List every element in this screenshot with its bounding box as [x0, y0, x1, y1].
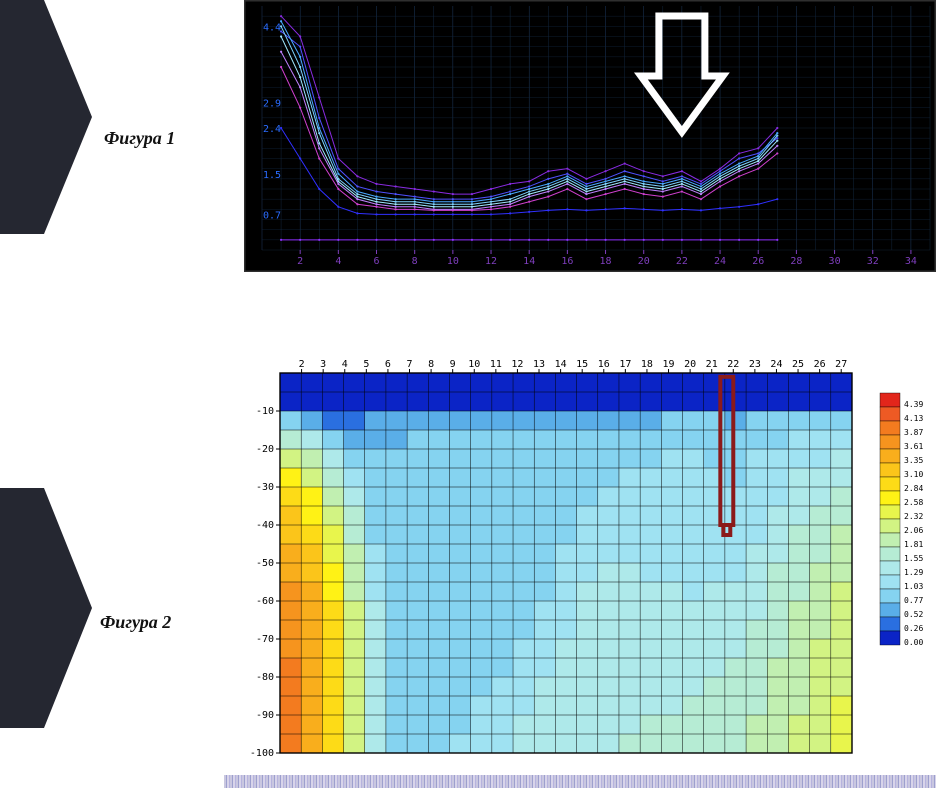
svg-text:2.9: 2.9	[263, 99, 281, 110]
svg-text:18: 18	[641, 359, 653, 370]
svg-text:26: 26	[752, 256, 764, 267]
svg-text:9: 9	[450, 359, 456, 370]
svg-text:4: 4	[342, 359, 348, 370]
svg-text:6: 6	[373, 256, 379, 267]
svg-text:6: 6	[385, 359, 391, 370]
svg-text:2: 2	[299, 359, 305, 370]
svg-text:-30: -30	[256, 482, 274, 493]
svg-text:4: 4	[335, 256, 341, 267]
svg-text:18: 18	[600, 256, 612, 267]
noise-bar	[224, 775, 936, 788]
svg-text:4.4: 4.4	[263, 22, 281, 33]
svg-text:7: 7	[406, 359, 412, 370]
svg-text:-50: -50	[256, 558, 274, 569]
svg-text:2.4: 2.4	[263, 124, 281, 135]
svg-text:2.84: 2.84	[904, 484, 923, 493]
svg-text:-90: -90	[256, 710, 274, 721]
svg-text:3: 3	[320, 359, 326, 370]
svg-text:22: 22	[727, 359, 739, 370]
svg-text:10: 10	[468, 359, 480, 370]
svg-text:-80: -80	[256, 672, 274, 683]
svg-text:20: 20	[684, 359, 696, 370]
svg-text:1.03: 1.03	[904, 582, 923, 591]
svg-text:3.10: 3.10	[904, 470, 923, 479]
svg-text:16: 16	[598, 359, 610, 370]
svg-text:30: 30	[829, 256, 841, 267]
pointer-1	[0, 0, 96, 234]
figure2-label: Фигура 2	[100, 612, 171, 633]
svg-text:21: 21	[706, 359, 718, 370]
svg-text:13: 13	[533, 359, 545, 370]
svg-text:16: 16	[561, 256, 573, 267]
svg-text:20: 20	[638, 256, 650, 267]
svg-text:-60: -60	[256, 596, 274, 607]
svg-text:4.39: 4.39	[904, 400, 923, 409]
svg-text:0.26: 0.26	[904, 624, 923, 633]
svg-text:28: 28	[790, 256, 802, 267]
svg-text:10: 10	[447, 256, 459, 267]
svg-text:27: 27	[835, 359, 847, 370]
svg-text:2: 2	[297, 256, 303, 267]
svg-text:0.7: 0.7	[263, 210, 281, 221]
svg-text:14: 14	[523, 256, 535, 267]
svg-text:0.52: 0.52	[904, 610, 923, 619]
svg-text:5: 5	[363, 359, 369, 370]
svg-text:24: 24	[770, 359, 782, 370]
svg-text:23: 23	[749, 359, 761, 370]
svg-text:1.55: 1.55	[904, 554, 923, 563]
svg-text:14: 14	[555, 359, 567, 370]
svg-text:-20: -20	[256, 444, 274, 455]
svg-text:8: 8	[412, 256, 418, 267]
svg-text:2.06: 2.06	[904, 526, 923, 535]
svg-text:32: 32	[867, 256, 879, 267]
svg-text:19: 19	[663, 359, 675, 370]
svg-text:1.29: 1.29	[904, 568, 923, 577]
svg-text:2.58: 2.58	[904, 498, 923, 507]
svg-text:26: 26	[814, 359, 826, 370]
svg-text:24: 24	[714, 256, 726, 267]
svg-text:2.32: 2.32	[904, 512, 923, 521]
svg-text:11: 11	[490, 359, 502, 370]
svg-text:-70: -70	[256, 634, 274, 645]
svg-text:-100: -100	[250, 748, 274, 759]
chart1-svg: 0.71.52.42.94.42468101214161820222426283…	[244, 0, 936, 272]
svg-text:0.00: 0.00	[904, 638, 923, 647]
svg-text:12: 12	[511, 359, 523, 370]
svg-text:1.81: 1.81	[904, 540, 923, 549]
svg-text:17: 17	[619, 359, 631, 370]
svg-text:34: 34	[905, 256, 917, 267]
svg-text:8: 8	[428, 359, 434, 370]
svg-text:0.77: 0.77	[904, 596, 923, 605]
svg-text:22: 22	[676, 256, 688, 267]
svg-text:12: 12	[485, 256, 497, 267]
svg-text:25: 25	[792, 359, 804, 370]
svg-text:-10: -10	[256, 406, 274, 417]
svg-text:15: 15	[576, 359, 588, 370]
figure1-label: Фигура 1	[104, 128, 175, 149]
svg-text:3.61: 3.61	[904, 442, 923, 451]
svg-text:3.87: 3.87	[904, 428, 923, 437]
pointer-2	[0, 488, 96, 728]
chart2-svg: 2345678910111213141516171819202122232425…	[244, 353, 936, 771]
svg-text:1.5: 1.5	[263, 170, 281, 181]
svg-text:4.13: 4.13	[904, 414, 923, 423]
svg-text:3.35: 3.35	[904, 456, 923, 465]
svg-text:-40: -40	[256, 520, 274, 531]
